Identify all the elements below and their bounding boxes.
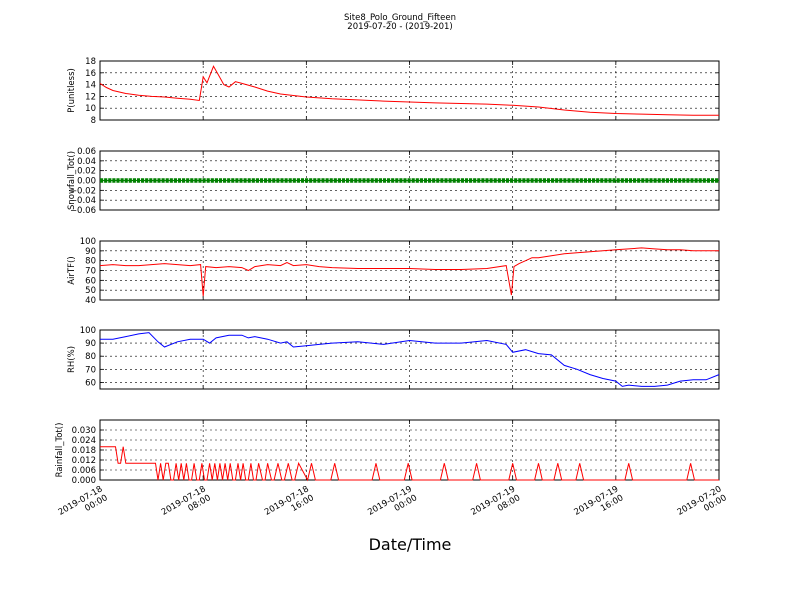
chart-subtitle: 2019-07-20 - (2019-201) <box>347 22 452 32</box>
y-tick-label: 0.030 <box>72 426 96 436</box>
y-tick-label: 100 <box>80 237 96 247</box>
y-tick-label: 70 <box>85 267 96 277</box>
y-tick-label: −0.06 <box>70 206 96 216</box>
y-tick-label: 100 <box>80 326 96 336</box>
y-tick-label: 90 <box>85 247 96 257</box>
y-axis-label: RH(%) <box>67 346 77 373</box>
y-axis-label: Snowfall_Tot() <box>67 151 77 210</box>
chart-title: Site8_Polo_Ground_Fifteen <box>344 13 456 23</box>
y-tick-label: 0.00 <box>77 177 96 187</box>
y-axis-label: Rainfall_Tot() <box>55 423 65 478</box>
y-tick-label: 14 <box>85 81 96 91</box>
series-line <box>100 446 719 482</box>
series-line <box>100 332 720 387</box>
y-tick-label: 0.02 <box>77 167 96 177</box>
y-tick-label: 70 <box>85 365 96 375</box>
y-tick-label: −0.02 <box>70 186 96 196</box>
panel-2: −0.06−0.04−0.020.000.020.040.06Snowfall_… <box>67 147 720 216</box>
y-tick-label: 12 <box>85 92 96 102</box>
y-tick-label: 0.006 <box>72 466 96 476</box>
y-axis-label: P(unitless) <box>67 68 77 113</box>
y-tick-label: 10 <box>85 104 96 114</box>
y-axis-label: AirTF() <box>67 256 77 284</box>
y-tick-label: 8 <box>91 116 96 126</box>
y-tick-label: 90 <box>85 339 96 349</box>
panels: 81012141618P(unitless)−0.06−0.04−0.020.0… <box>55 57 720 486</box>
y-tick-label: 0.04 <box>77 157 96 167</box>
y-tick-label: 0.024 <box>72 436 96 446</box>
y-tick-label: 0.018 <box>72 446 96 456</box>
y-tick-label: 80 <box>85 257 96 267</box>
y-tick-label: −0.04 <box>70 196 96 206</box>
y-tick-label: 50 <box>85 286 96 296</box>
y-tick-label: 80 <box>85 352 96 362</box>
y-tick-label: 0.000 <box>72 476 96 486</box>
y-tick-label: 0.06 <box>77 147 96 157</box>
y-tick-label: 16 <box>85 69 96 79</box>
y-tick-label: 40 <box>85 296 96 306</box>
y-tick-label: 0.012 <box>72 456 96 466</box>
y-tick-label: 60 <box>85 378 96 388</box>
series-line <box>99 65 719 116</box>
y-tick-label: 18 <box>85 57 96 67</box>
y-tick-label: 60 <box>85 276 96 286</box>
x-axis-label: Date/Time <box>369 535 452 554</box>
series-line <box>99 247 719 297</box>
